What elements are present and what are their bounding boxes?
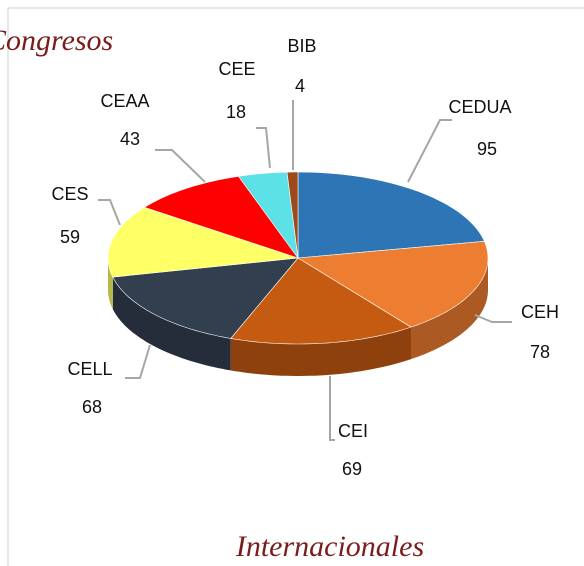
- value-label: 4: [295, 76, 305, 96]
- slice: [237, 171, 299, 259]
- leader-line: [329, 376, 335, 441]
- value-label: 43: [120, 129, 140, 149]
- value-label: 18: [226, 102, 246, 122]
- category-label: BIB: [287, 36, 316, 56]
- category-label: CEAA: [100, 91, 149, 111]
- category-label: CEE: [218, 59, 255, 79]
- leader-line: [407, 119, 452, 183]
- slice-side: [230, 327, 411, 376]
- value-label: 69: [342, 459, 362, 479]
- leader-line: [98, 199, 121, 226]
- category-label: CELL: [67, 359, 112, 379]
- slice: [230, 257, 412, 345]
- labels: CEDUA 95 CEH 78 CEI 69 CELL 68 CES 59 CEAA 43 CEE 18 B…: [51, 36, 559, 479]
- slice-side: [411, 258, 488, 360]
- category-label: CEH: [521, 302, 559, 322]
- slice: [286, 171, 299, 259]
- value-label: 68: [82, 397, 102, 417]
- category-label: CEDUA: [448, 97, 511, 117]
- pie: [107, 171, 489, 376]
- category-label: CES: [51, 184, 88, 204]
- slice: [112, 257, 299, 339]
- slice: [143, 175, 299, 259]
- value-label: 78: [530, 342, 550, 362]
- slice: [297, 171, 485, 259]
- slice-side: [112, 277, 231, 371]
- slice-side: [108, 258, 113, 310]
- slice: [297, 240, 489, 328]
- leader-line: [155, 149, 206, 183]
- leader-line: [256, 127, 271, 169]
- value-label: 95: [477, 139, 497, 159]
- value-label: 59: [60, 227, 80, 247]
- leader-line: [474, 314, 512, 323]
- slice: [107, 206, 299, 278]
- leader-line: [125, 344, 151, 379]
- chart-subtitle: Internacionales: [235, 530, 424, 563]
- chart-title: Congresos: [0, 24, 113, 57]
- category-label: CEI: [338, 421, 368, 441]
